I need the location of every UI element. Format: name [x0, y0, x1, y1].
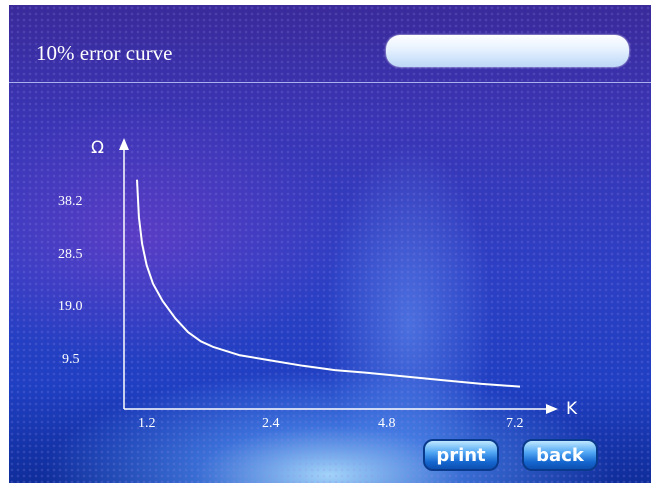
- world-map-background: [9, 5, 651, 483]
- x-tick-label: 4.8: [378, 416, 396, 431]
- y-axis-arrow: [119, 138, 129, 150]
- back-button[interactable]: back: [522, 439, 598, 471]
- print-button[interactable]: print: [423, 439, 499, 471]
- x-tick-label: 1.2: [138, 416, 156, 431]
- x-axis-arrow: [546, 404, 558, 414]
- x-tick-label: 7.2: [506, 416, 524, 431]
- y-axis-label: Ω: [91, 138, 104, 158]
- y-tick-label: 38.2: [58, 194, 83, 209]
- main-screen: 10% error curve: [9, 5, 651, 483]
- error-curve-line: [136, 179, 521, 388]
- status-field: [386, 35, 629, 67]
- y-tick-label: 19.0: [58, 299, 83, 314]
- y-tick-label: 9.5: [62, 352, 80, 367]
- x-axis-label: K: [566, 399, 578, 419]
- page-title: 10% error curve: [36, 41, 173, 65]
- y-tick-label: 28.5: [58, 247, 83, 262]
- header-divider: [9, 82, 651, 83]
- x-tick-label: 2.4: [262, 416, 280, 431]
